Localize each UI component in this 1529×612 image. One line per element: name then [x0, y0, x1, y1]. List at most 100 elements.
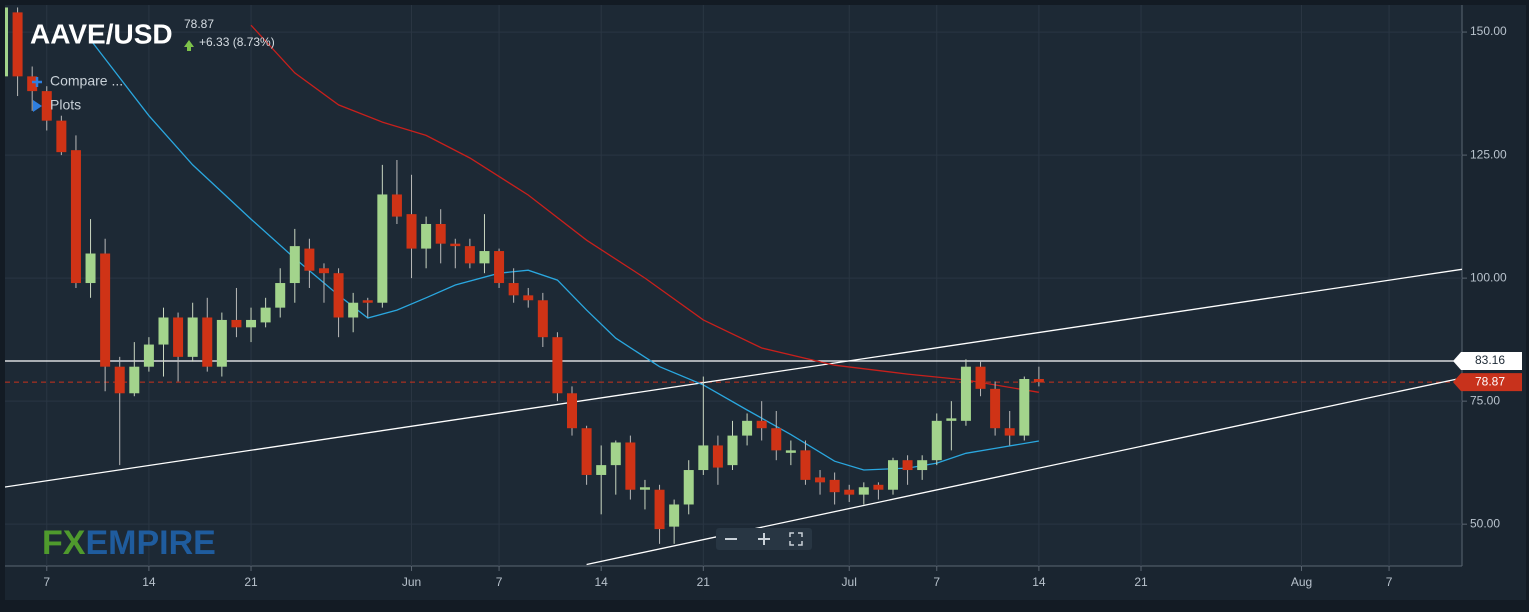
plots-menu[interactable]: Plots [50, 97, 81, 113]
x-axis-strip [5, 566, 1462, 600]
zoom-in-button[interactable] [758, 533, 770, 545]
candle-body [844, 489, 855, 495]
up-arrow-icon [184, 40, 194, 51]
candle-body [246, 319, 257, 328]
candle-body [1019, 379, 1030, 436]
candle-body [129, 366, 140, 394]
level-tag [1453, 351, 1522, 370]
candle-body [158, 317, 169, 345]
candle-body [348, 302, 359, 318]
symbol-title: AAVE/USD [30, 18, 173, 49]
candle-body [552, 337, 563, 394]
y-tick-label: 125.00 [1470, 147, 1507, 161]
compare-icon[interactable] [32, 77, 42, 87]
watermark: FXEMPIRE [42, 524, 216, 562]
last-price-tag [1453, 373, 1522, 392]
candle-body [654, 489, 665, 530]
candle-body [479, 251, 490, 264]
watermark-fx: FX [42, 524, 86, 562]
candle-body [275, 283, 286, 308]
legend: AAVE/USD 78.87 +6.33 (8.73%) Compare ...… [30, 17, 275, 113]
candle-body [85, 253, 96, 284]
x-tick-label: Aug [1291, 575, 1312, 589]
trendline [5, 268, 1462, 488]
candle-body [698, 445, 709, 471]
candle-body [508, 283, 519, 296]
x-tick-label: 7 [933, 575, 940, 589]
candle-body [917, 460, 928, 471]
x-tick-label: Jun [402, 575, 421, 589]
candle-body [829, 479, 840, 493]
candle-body [610, 442, 621, 466]
x-tick-label: 7 [1386, 575, 1393, 589]
candle-body [887, 460, 898, 490]
y-tick-label: 150.00 [1470, 24, 1507, 38]
x-tick-label: 21 [697, 575, 711, 589]
last-price-label: 78.87 [1475, 374, 1505, 388]
candle-body [683, 470, 694, 505]
candle-body [41, 91, 52, 121]
y-tick-label: 50.00 [1470, 516, 1500, 530]
level-label: 83.16 [1475, 353, 1505, 367]
candle-body [114, 366, 125, 394]
x-tick-label: 21 [244, 575, 258, 589]
moving-average [250, 24, 1040, 393]
candle-body [421, 223, 432, 249]
x-tick-label: 14 [595, 575, 609, 589]
candle-body [1004, 428, 1015, 436]
candle-body [727, 435, 738, 466]
candle-body [464, 246, 475, 264]
candle-body [990, 388, 1001, 429]
x-tick-label: 21 [1134, 575, 1148, 589]
plots-icon[interactable] [33, 100, 42, 112]
candle-body [333, 273, 344, 318]
candle-body [975, 366, 986, 389]
candle-body [523, 295, 534, 301]
candle-body [858, 487, 869, 495]
candle-body [377, 194, 388, 303]
candle-body [100, 253, 111, 367]
candle-body [260, 307, 271, 323]
candle-body [304, 248, 315, 271]
x-tick-label: 14 [1032, 575, 1046, 589]
y-tick-label: 75.00 [1470, 393, 1500, 407]
candle-body [202, 317, 213, 367]
candle-body [742, 420, 753, 436]
compare-menu[interactable]: Compare ... [50, 73, 123, 89]
candle-body [946, 418, 957, 421]
candle-body [391, 194, 402, 217]
plot-background [5, 5, 1462, 566]
last-price: 78.87 [184, 17, 214, 31]
candle-body [756, 420, 767, 429]
candle-body [639, 487, 650, 490]
x-tick-label: 7 [496, 575, 503, 589]
candle-body [450, 243, 461, 247]
candle-body [960, 366, 971, 421]
candle-body [70, 150, 81, 284]
fullscreen-button[interactable] [789, 532, 803, 546]
candle-body [931, 420, 942, 461]
candle-body [800, 450, 811, 480]
candle-body [712, 445, 723, 468]
candle-body [231, 319, 242, 328]
candle-body [873, 484, 884, 490]
candle-body [362, 300, 373, 303]
x-tick-label: 14 [142, 575, 156, 589]
candle-body [318, 268, 329, 274]
candle-body [1033, 379, 1044, 383]
candle-body [5, 7, 8, 77]
candle-body [625, 442, 636, 490]
candle-body [815, 477, 826, 483]
candle-body [143, 344, 154, 367]
candle-body [537, 300, 548, 338]
x-tick-label: 7 [43, 575, 50, 589]
candle-body [12, 12, 23, 77]
candle-body [216, 319, 227, 367]
watermark-empire: EMPIRE [85, 524, 215, 562]
candle-body [187, 317, 198, 357]
candle-body [56, 120, 67, 153]
candle-body [902, 460, 913, 471]
y-axis-strip [1462, 5, 1526, 600]
candle-body [596, 465, 607, 475]
